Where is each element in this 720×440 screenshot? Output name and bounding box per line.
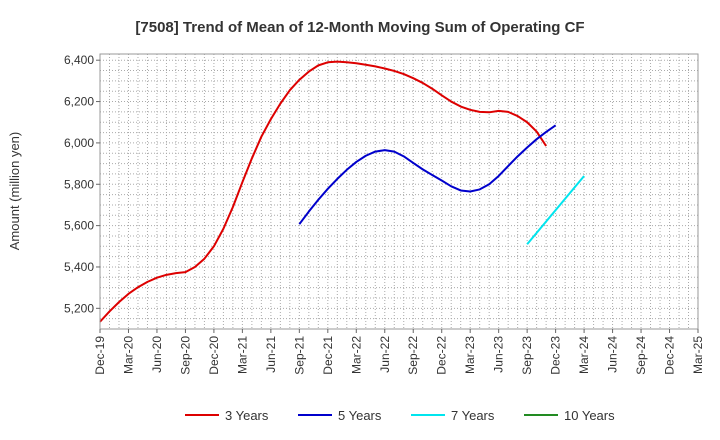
x-tick-label: Dec-20 — [207, 336, 221, 375]
legend-label: 3 Years — [225, 408, 269, 423]
x-tick-label: Jun-22 — [378, 336, 392, 373]
x-tick-label: Mar-23 — [463, 336, 477, 374]
x-tick-label: Mar-25 — [691, 336, 705, 374]
x-tick-label: Dec-23 — [549, 336, 563, 375]
x-tick-label: Mar-21 — [235, 336, 249, 374]
chart-title: [7508] Trend of Mean of 12-Month Moving … — [135, 19, 584, 36]
plot-area — [99, 53, 699, 330]
y-tick-label: 6,400 — [64, 53, 94, 67]
x-tick-label: Sep-22 — [406, 336, 420, 375]
x-tick-label: Jun-20 — [150, 336, 164, 373]
y-tick-label: 5,600 — [64, 219, 94, 233]
y-axis-label: Amount (million yen) — [7, 132, 22, 251]
series-line-7-years — [526, 175, 585, 245]
legend-label: 5 Years — [338, 408, 382, 423]
x-tick-label: Dec-19 — [93, 336, 107, 375]
legend-label: 10 Years — [564, 408, 615, 423]
y-ticks: 5,200 5,400 5,600 5,800 6,000 6,200 6,400 — [64, 53, 100, 315]
legend: 3 Years 5 Years 7 Years 10 Years — [185, 408, 615, 423]
x-ticks: Dec-19 Mar-20 Jun-20 Sep-20 Dec-20 Mar-21 Jun-… — [93, 329, 705, 375]
x-tick-label: Jun-24 — [606, 336, 620, 373]
y-tick-label: 5,800 — [64, 177, 94, 191]
x-tick-label: Sep-24 — [634, 336, 648, 375]
x-tick-label: Dec-22 — [435, 336, 449, 375]
y-tick-label: 6,200 — [64, 95, 94, 109]
x-tick-label: Sep-23 — [520, 336, 534, 375]
series-line-3-years — [99, 60, 547, 323]
x-tick-label: Mar-20 — [121, 336, 135, 374]
x-tick-label: Sep-20 — [178, 336, 192, 375]
x-tick-label: Mar-22 — [349, 336, 363, 374]
y-tick-label: 5,200 — [64, 301, 94, 315]
y-tick-label: 6,000 — [64, 136, 94, 150]
x-tick-label: Jun-23 — [492, 336, 506, 373]
grid — [100, 54, 698, 329]
legend-label: 7 Years — [451, 408, 495, 423]
x-tick-label: Sep-21 — [292, 336, 306, 375]
series-line-5-years — [298, 124, 557, 225]
y-tick-label: 5,400 — [64, 260, 94, 274]
series-lines — [99, 60, 585, 323]
x-tick-label: Dec-24 — [663, 336, 677, 375]
x-tick-label: Jun-21 — [264, 336, 278, 373]
x-tick-label: Dec-21 — [321, 336, 335, 375]
x-tick-label: Mar-24 — [577, 336, 591, 374]
